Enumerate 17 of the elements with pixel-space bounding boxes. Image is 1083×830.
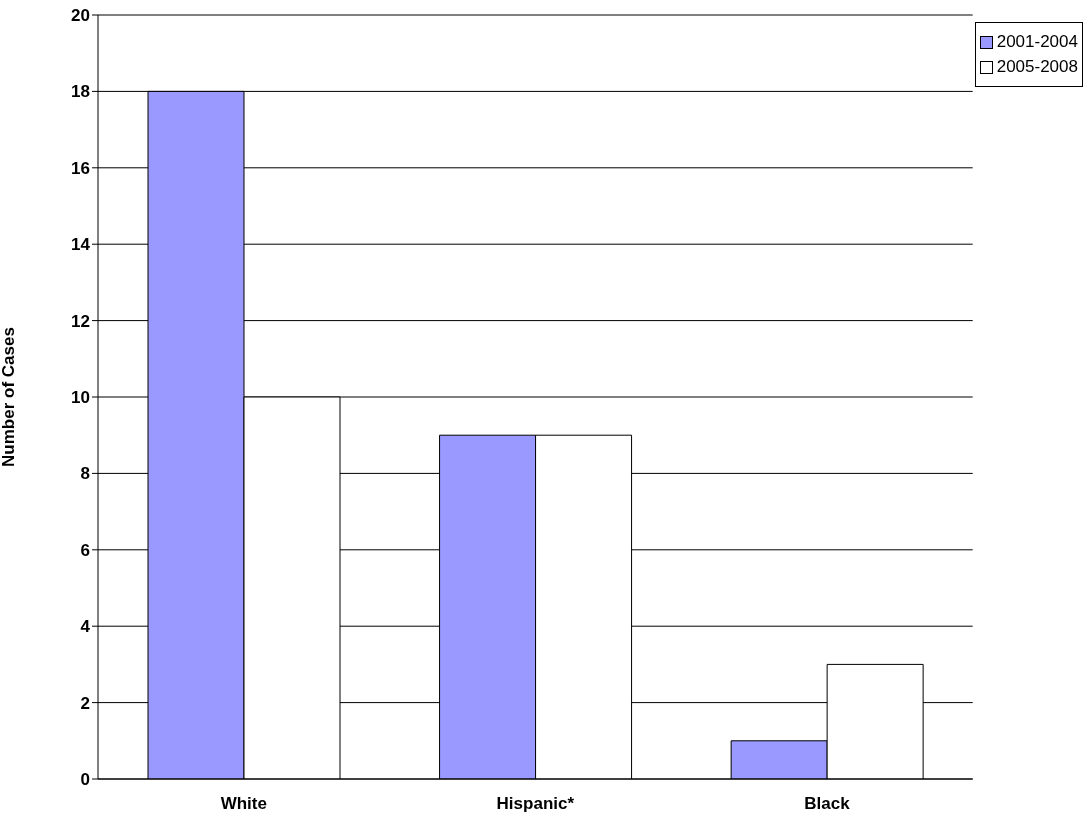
y-tick-label: 16	[71, 158, 90, 178]
y-tick-label: 14	[71, 235, 91, 255]
legend-label: 2005-2008	[996, 57, 1078, 77]
legend-label: 2001-2004	[996, 32, 1078, 52]
y-tick-label: 20	[71, 6, 90, 26]
y-tick-label: 4	[80, 617, 91, 637]
y-tick-label: 10	[71, 388, 90, 408]
y-tick-label: 2	[80, 693, 90, 713]
y-tick-label: 18	[71, 82, 90, 102]
y-tick-label: 6	[80, 540, 90, 560]
x-tick-label: Black	[804, 794, 851, 814]
y-axis-title: Number of Cases	[0, 327, 19, 467]
y-tick-label: 8	[80, 464, 90, 484]
y-tick-label: 0	[80, 770, 90, 790]
x-tick-label: White	[220, 794, 267, 814]
x-tick-label: Hispanic*	[496, 794, 575, 814]
y-tick-label: 12	[71, 311, 90, 331]
